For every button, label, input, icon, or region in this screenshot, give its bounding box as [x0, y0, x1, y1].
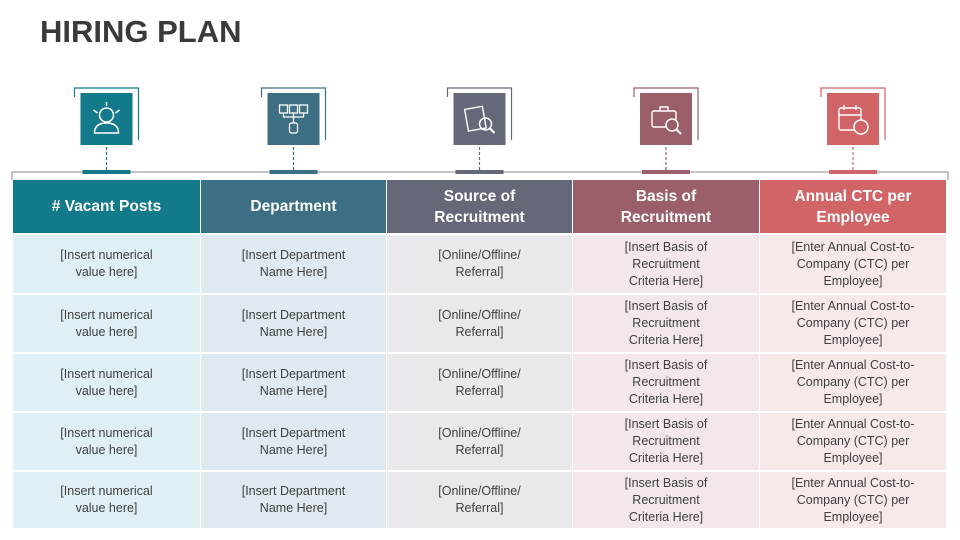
connector-tab — [642, 170, 690, 174]
table-cell-text: [Insert Department Name Here] — [241, 425, 346, 457]
column-header: Annual CTC per Employee — [760, 180, 946, 233]
table-cell-text: [Insert numerical value here] — [60, 484, 153, 515]
table-cell-text: [Insert Department Name Here] — [241, 307, 346, 339]
icon-bracket — [446, 87, 513, 140]
column-header: Source of Recruitment — [387, 180, 572, 233]
table-cell: [Online/Offline/ Referral] — [387, 235, 572, 293]
table-cell: [Insert Department Name Here] — [201, 472, 386, 528]
connector-tab — [829, 170, 877, 174]
table-cell: [Insert numerical value here] — [13, 235, 200, 293]
table-cell-text: [Online/Offline/ Referral] — [438, 484, 521, 515]
icon — [93, 102, 120, 134]
icon-shape — [288, 122, 299, 134]
table-cell: [Online/Offline/ Referral] — [387, 354, 572, 411]
table-cell-text: [Insert Basis of Recruitment Criteria He… — [624, 417, 708, 465]
icon-shape — [838, 107, 862, 131]
connector-tab — [269, 170, 318, 174]
icon-bracket — [260, 87, 327, 140]
icon-shape — [98, 107, 115, 123]
table-cell: [Insert Department Name Here] — [201, 295, 386, 352]
table-cell: [Online/Offline/ Referral] — [387, 295, 572, 352]
icon-shape — [853, 119, 869, 135]
table-cell: [Insert numerical value here] — [13, 295, 200, 352]
table-cell: [Online/Offline/ Referral] — [387, 413, 572, 470]
icon-shape — [651, 110, 677, 128]
icon-bracket — [820, 87, 886, 140]
table-cell: [Insert Basis of Recruitment Criteria He… — [573, 295, 759, 352]
table-cell-text: [Online/Offline/ Referral] — [438, 248, 521, 279]
table-cell-text: [Insert Basis of Recruitment Criteria He… — [624, 358, 708, 406]
table-cell-text: [Insert Department Name Here] — [241, 366, 346, 398]
icon-shape — [463, 105, 487, 132]
slide-title: HIRING PLAN — [40, 14, 242, 49]
table-cell-text: [Insert numerical value here] — [60, 307, 153, 339]
column-header-text: Department — [250, 198, 337, 215]
table-cell-text: [Insert numerical value here] — [60, 425, 153, 457]
table-cell-text: [Insert Basis of Recruitment Criteria He… — [624, 299, 708, 347]
column-header: Department — [201, 180, 386, 233]
table-cell-text: [Enter Annual Cost-to-Company (CTC) per … — [791, 417, 915, 465]
table-cell: [Online/Offline/ Referral] — [387, 472, 572, 528]
table-cell-text: [Insert numerical value here] — [60, 366, 153, 398]
column-header-text: # Vacant Posts — [51, 198, 162, 215]
icon-shape — [488, 127, 496, 134]
icon-box — [640, 93, 692, 145]
connector-tab — [455, 170, 504, 174]
table-cell-text: [Enter Annual Cost-to-Company (CTC) per … — [791, 299, 915, 347]
icon-box — [80, 93, 133, 145]
connector-tab — [82, 170, 131, 174]
icon-box — [453, 93, 506, 145]
column-header: Basis of Recruitment — [573, 180, 759, 233]
table-cell: [Insert numerical value here] — [13, 413, 200, 470]
table-cell-text: [Enter Annual Cost-to-Company (CTC) per … — [791, 358, 915, 406]
column-header-text: Source of Recruitment — [434, 187, 525, 226]
table-cell-text: [Online/Offline/ Referral] — [438, 366, 521, 398]
icon-shape — [675, 128, 682, 135]
table-cell: [Enter Annual Cost-to-Company (CTC) per … — [760, 413, 946, 470]
table-cell: [Insert Department Name Here] — [201, 413, 386, 470]
table-cell: [Insert Basis of Recruitment Criteria He… — [573, 235, 759, 293]
table-cell: [Insert Department Name Here] — [201, 235, 386, 293]
table-cell-text: [Insert Basis of Recruitment Criteria He… — [624, 239, 708, 288]
table-cell: [Enter Annual Cost-to-Company (CTC) per … — [760, 354, 946, 411]
icon-box — [827, 93, 879, 145]
table-cell: [Insert numerical value here] — [13, 472, 200, 528]
table-cell: [Insert Basis of Recruitment Criteria He… — [573, 413, 759, 470]
table-cell-text: [Enter Annual Cost-to-Company (CTC) per … — [791, 239, 915, 288]
table-cell-text: [Insert Department Name Here] — [241, 484, 346, 515]
icon — [278, 104, 309, 134]
table-cell-text: [Online/Offline/ Referral] — [438, 307, 521, 339]
icon-shape — [478, 117, 493, 131]
table-cell-text: [Insert Basis of Recruitment Criteria He… — [624, 475, 708, 524]
table-cell: [Insert Basis of Recruitment Criteria He… — [573, 354, 759, 411]
icon-shape — [839, 105, 861, 116]
table-cell-text: [Enter Annual Cost-to-Company (CTC) per … — [791, 475, 915, 524]
column-header-text: Annual CTC per Employee — [794, 187, 912, 226]
icon — [463, 105, 496, 134]
table-cell: [Enter Annual Cost-to-Company (CTC) per … — [760, 235, 946, 293]
icon-bracket — [633, 87, 699, 140]
table-cell-text: [Insert Department Name Here] — [241, 248, 346, 279]
table-cell: [Enter Annual Cost-to-Company (CTC) per … — [760, 472, 946, 528]
icon-shape — [665, 118, 679, 132]
table-cell-text: [Insert numerical value here] — [60, 248, 153, 279]
icon-shape — [93, 102, 120, 134]
icon — [651, 106, 682, 135]
column-header-text: Basis of Recruitment — [620, 187, 712, 226]
icon — [838, 105, 869, 135]
column-header: # Vacant Posts — [13, 180, 200, 233]
table-cell: [Insert Department Name Here] — [201, 354, 386, 411]
table-cell-text: [Online/Offline/ Referral] — [438, 425, 521, 457]
icon-shape — [282, 113, 305, 123]
icon-shape — [659, 106, 669, 111]
table-cell: [Insert Basis of Recruitment Criteria He… — [573, 472, 759, 528]
icon-bracket — [73, 87, 140, 140]
table-cell: [Enter Annual Cost-to-Company (CTC) per … — [760, 295, 946, 352]
table-cell: [Insert numerical value here] — [13, 354, 200, 411]
